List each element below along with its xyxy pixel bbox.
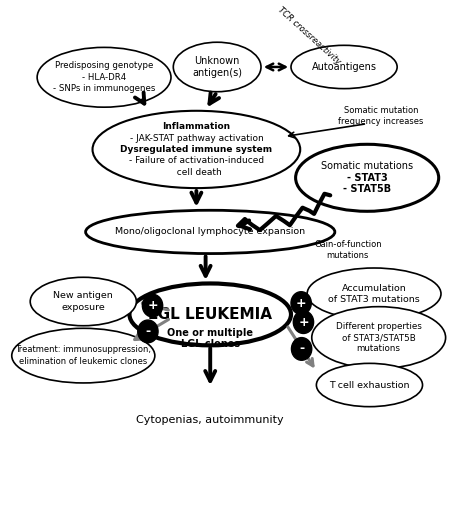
Text: of STAT3/STAT5B: of STAT3/STAT5B <box>342 333 416 342</box>
Text: Inflammation: Inflammation <box>162 122 230 131</box>
Circle shape <box>142 294 163 317</box>
Ellipse shape <box>316 363 422 407</box>
Text: TCR crossreactivity: TCR crossreactivity <box>276 6 343 67</box>
Text: One or multiple
LGL clones: One or multiple LGL clones <box>167 328 253 350</box>
Ellipse shape <box>173 42 261 92</box>
Ellipse shape <box>12 329 155 383</box>
Text: T cell exhaustion: T cell exhaustion <box>329 380 410 389</box>
Text: Treatment: immunosuppression,: Treatment: immunosuppression, <box>15 345 151 354</box>
Text: LGL LEUKEMIA: LGL LEUKEMIA <box>148 307 272 322</box>
Ellipse shape <box>92 111 300 188</box>
Text: Somatic mutation
frequency increases: Somatic mutation frequency increases <box>338 106 424 126</box>
Text: Unknown: Unknown <box>194 56 240 66</box>
Text: -: - <box>146 325 150 338</box>
Text: - Failure of activation-induced: - Failure of activation-induced <box>129 156 264 165</box>
Circle shape <box>138 320 158 343</box>
Text: - SNPs in immunogenes: - SNPs in immunogenes <box>53 84 155 93</box>
Text: Dysregulated immune system: Dysregulated immune system <box>120 145 273 154</box>
Text: - JAK-STAT pathway activation: - JAK-STAT pathway activation <box>129 134 263 143</box>
Ellipse shape <box>291 45 397 89</box>
Text: antigen(s): antigen(s) <box>192 68 242 78</box>
Text: - STAT5B: - STAT5B <box>343 184 391 194</box>
Text: New antigen: New antigen <box>54 291 113 300</box>
Text: elimination of leukemic clones: elimination of leukemic clones <box>19 357 147 366</box>
Text: Somatic mutations: Somatic mutations <box>321 161 413 171</box>
Text: - STAT3: - STAT3 <box>347 173 388 183</box>
Circle shape <box>293 311 314 333</box>
Text: Autoantigens: Autoantigens <box>311 62 376 72</box>
Text: +: + <box>298 316 309 329</box>
Text: mutations: mutations <box>357 344 401 353</box>
Text: Accumulation: Accumulation <box>342 284 406 293</box>
Text: cell death: cell death <box>171 168 222 177</box>
Text: Cytopenias, autoimmunity: Cytopenias, autoimmunity <box>137 415 284 425</box>
Circle shape <box>291 291 311 314</box>
Text: Predisposing genotype: Predisposing genotype <box>55 61 153 70</box>
Circle shape <box>292 338 312 360</box>
Text: of STAT3 mutations: of STAT3 mutations <box>328 295 420 304</box>
Ellipse shape <box>307 268 441 320</box>
Text: -: - <box>299 342 304 355</box>
Text: - HLA-DR4: - HLA-DR4 <box>82 73 126 82</box>
Text: +: + <box>296 297 307 309</box>
Text: Mono/oligoclonal lymphocyte expansion: Mono/oligoclonal lymphocyte expansion <box>115 227 305 236</box>
Text: exposure: exposure <box>62 303 105 312</box>
Ellipse shape <box>296 144 439 211</box>
Ellipse shape <box>312 307 446 369</box>
Ellipse shape <box>30 277 137 326</box>
Ellipse shape <box>86 210 335 253</box>
Text: Gain-of-function
mutations: Gain-of-function mutations <box>314 240 382 260</box>
Ellipse shape <box>37 48 171 107</box>
Text: Different properties: Different properties <box>336 322 422 331</box>
Text: +: + <box>147 299 158 312</box>
Ellipse shape <box>129 284 291 345</box>
